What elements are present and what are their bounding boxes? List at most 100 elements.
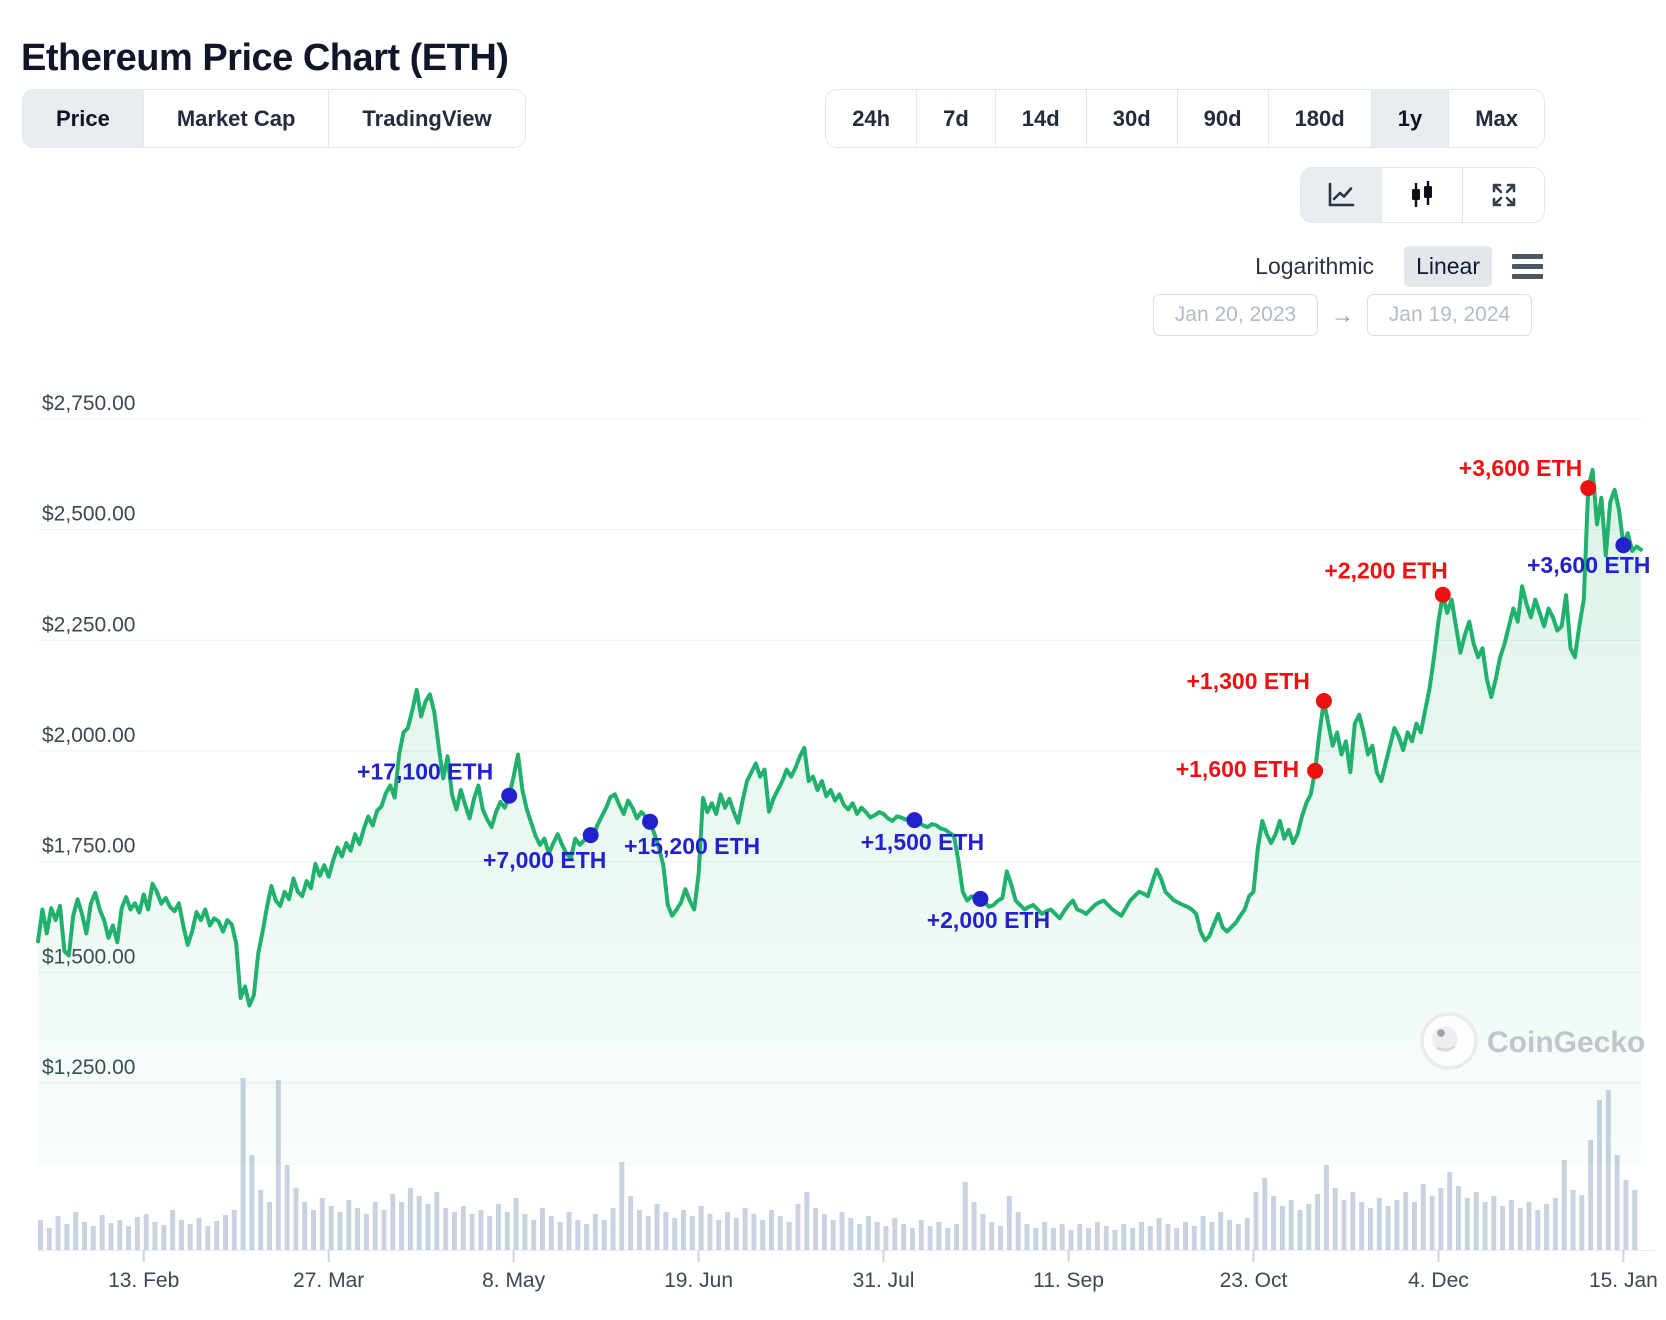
- volume-bar: [134, 1217, 140, 1250]
- volume-bar: [311, 1210, 316, 1250]
- volume-bar: [1103, 1226, 1109, 1250]
- volume-bar: [1323, 1165, 1329, 1250]
- volume-bar: [1139, 1222, 1144, 1250]
- scale-option-linear[interactable]: Linear: [1404, 246, 1492, 287]
- range-1y[interactable]: 1y: [1371, 90, 1450, 147]
- volume-bar: [575, 1220, 581, 1250]
- volume-bar: [584, 1224, 590, 1250]
- x-axis-label: 27. Mar: [293, 1269, 364, 1292]
- annotation-label: +1,500 ETH: [861, 829, 984, 855]
- annotation-dot: [1580, 480, 1597, 497]
- range-max[interactable]: Max: [1449, 90, 1544, 147]
- volume-bar: [328, 1206, 334, 1250]
- volume-bar: [1147, 1226, 1153, 1250]
- volume-bar: [152, 1222, 158, 1250]
- volume-bar: [355, 1208, 361, 1250]
- volume-bar: [1597, 1100, 1602, 1250]
- volume-bar: [258, 1190, 264, 1250]
- volume-bar: [751, 1214, 757, 1250]
- volume-bar: [1341, 1200, 1347, 1250]
- volume-bar: [82, 1222, 87, 1250]
- volume-bar: [707, 1214, 713, 1250]
- volume-bar: [293, 1188, 299, 1250]
- volume-bar: [1165, 1224, 1171, 1250]
- volume-bar: [469, 1214, 475, 1250]
- range-7d[interactable]: 7d: [917, 90, 996, 147]
- fullscreen-icon[interactable]: [1463, 168, 1544, 222]
- volume-bar: [1130, 1228, 1136, 1250]
- volume-bar: [1068, 1230, 1074, 1250]
- volume-bar: [390, 1194, 396, 1250]
- tab-market-cap[interactable]: Market Cap: [143, 90, 330, 147]
- volume-bar: [38, 1220, 43, 1250]
- volume-bar: [698, 1206, 704, 1250]
- tab-tradingview[interactable]: TradingView: [329, 90, 525, 147]
- volume-bar: [231, 1210, 237, 1250]
- annotation-label: +3,600 ETH: [1459, 455, 1582, 481]
- date-to-input[interactable]: Jan 19, 2024: [1367, 294, 1532, 336]
- volume-bar: [1244, 1218, 1250, 1250]
- volume-bar: [989, 1222, 995, 1250]
- volume-bar: [1438, 1188, 1444, 1250]
- volume-bar: [223, 1215, 228, 1250]
- tab-price[interactable]: Price: [23, 90, 144, 147]
- volume-bar: [857, 1224, 863, 1250]
- arrow-right-icon: →: [1331, 301, 1354, 328]
- volume-bar: [1262, 1178, 1268, 1250]
- volume-bar: [460, 1206, 466, 1250]
- range-tab-group: 24h 7d 14d 30d 90d 180d 1y Max: [825, 89, 1545, 148]
- volume-bar: [1350, 1192, 1356, 1250]
- annotation-label: +7,000 ETH: [483, 847, 606, 873]
- annotation-label: +1,300 ETH: [1187, 668, 1310, 694]
- range-24h[interactable]: 24h: [826, 90, 918, 147]
- annotation-dot: [501, 787, 518, 804]
- volume-bar: [821, 1214, 827, 1250]
- range-14d[interactable]: 14d: [995, 90, 1087, 147]
- price-area: [38, 469, 1641, 1165]
- range-90d[interactable]: 90d: [1177, 90, 1269, 147]
- x-axis-label: 11. Sep: [1033, 1269, 1104, 1292]
- volume-bar: [1015, 1212, 1021, 1250]
- volume-bar: [804, 1192, 810, 1250]
- volume-bar: [1288, 1200, 1294, 1250]
- annotation-dot: [972, 890, 989, 907]
- volume-bar: [1570, 1190, 1576, 1250]
- line-chart-icon[interactable]: [1301, 168, 1382, 222]
- y-axis-label: $2,000.00: [42, 724, 135, 747]
- annotation-label: +15,200 ETH: [624, 833, 760, 859]
- volume-bar: [971, 1202, 977, 1250]
- range-180d[interactable]: 180d: [1268, 90, 1372, 147]
- hamburger-icon[interactable]: [1510, 250, 1545, 283]
- volume-bar: [478, 1210, 484, 1250]
- volume-bar: [548, 1216, 554, 1250]
- volume-bar: [901, 1224, 907, 1250]
- volume-bar: [1050, 1228, 1056, 1250]
- scale-option-logarithmic[interactable]: Logarithmic: [1255, 253, 1375, 279]
- volume-bar: [425, 1204, 431, 1250]
- volume-bar: [443, 1208, 449, 1250]
- volume-bar: [399, 1202, 405, 1250]
- volume-bar: [1368, 1208, 1373, 1250]
- x-axis-label: 15. Jan: [1589, 1269, 1658, 1292]
- volume-bar: [998, 1226, 1003, 1250]
- volume-bar: [452, 1212, 457, 1250]
- volume-bar: [760, 1220, 766, 1250]
- volume-bar: [170, 1210, 176, 1250]
- annotation-label: +2,200 ETH: [1324, 558, 1447, 584]
- volume-bar: [769, 1210, 774, 1250]
- annotation-dot: [582, 827, 599, 844]
- volume-bar: [540, 1208, 545, 1250]
- date-from-input[interactable]: Jan 20, 2023: [1153, 294, 1318, 336]
- volume-bar: [90, 1226, 96, 1250]
- range-30d[interactable]: 30d: [1086, 90, 1178, 147]
- volume-bar: [214, 1221, 220, 1250]
- annotation-dot: [1315, 693, 1332, 709]
- annotation-label: +3,600 ETH: [1527, 552, 1650, 578]
- volume-bar: [1473, 1192, 1479, 1250]
- volume-bar: [99, 1215, 105, 1250]
- volume-bar: [64, 1224, 70, 1250]
- annotation-dot: [906, 812, 923, 829]
- candlestick-icon[interactable]: [1382, 168, 1463, 222]
- volume-bar: [1394, 1200, 1400, 1250]
